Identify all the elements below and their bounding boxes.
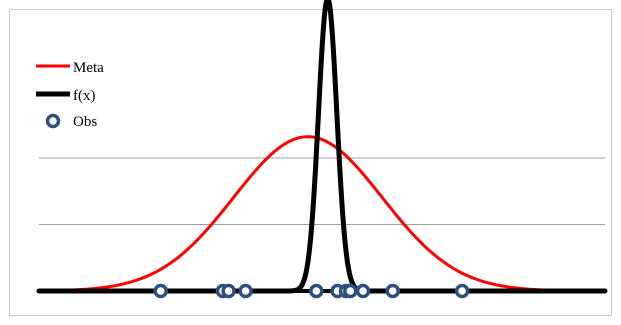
chart-frame <box>9 9 612 316</box>
obs-point-9 <box>355 283 371 299</box>
legend-obs-marker <box>45 113 61 129</box>
obs-point-3 <box>221 283 236 299</box>
legend-fx-label: f(x) <box>73 88 96 104</box>
obs-point-1 <box>153 283 168 299</box>
meta-curve <box>37 135 607 293</box>
obs-point-5 <box>309 283 324 299</box>
obs-point-10 <box>385 283 400 299</box>
observation-points <box>153 283 470 299</box>
legend-obs-label: Obs <box>73 114 97 130</box>
obs-point-11 <box>454 283 470 299</box>
legend: Meta f(x) Obs <box>36 60 104 130</box>
curves <box>36 0 608 294</box>
obs-point-4 <box>238 283 253 299</box>
gridlines <box>39 157 605 225</box>
obs-point-8 <box>343 283 358 299</box>
fx-curve <box>36 0 608 294</box>
legend-meta-label: Meta <box>73 60 104 76</box>
